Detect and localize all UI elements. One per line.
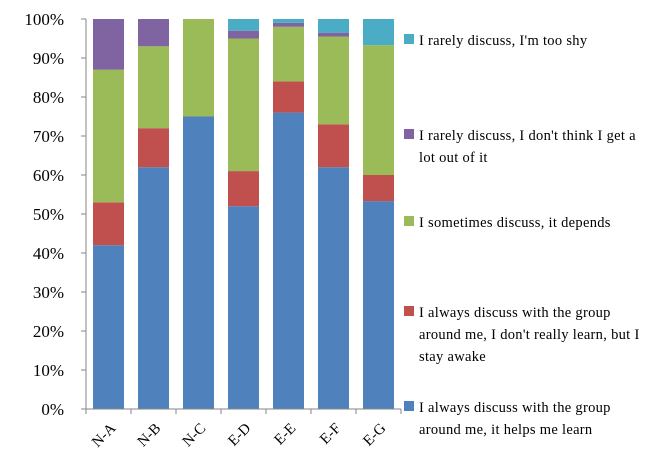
x-tick-label: N-B <box>135 421 165 451</box>
bar-segment <box>183 19 214 117</box>
bar-segment <box>273 26 304 82</box>
y-tick-label: 50% <box>33 205 64 224</box>
y-axis: 0% 10% 20% 30% 40% 50% 60% 70% 80% 90% 100% <box>24 10 87 419</box>
x-tick-label: N-A <box>89 420 119 450</box>
bar-segment <box>318 32 349 37</box>
bar-segment <box>318 124 349 168</box>
legend-label: I rarely discuss, I don't think I get a … <box>419 128 636 166</box>
bar-segment <box>273 22 304 27</box>
bar-segment <box>93 245 124 409</box>
legend-swatch <box>404 216 414 226</box>
y-tick-label: 10% <box>33 361 64 380</box>
legend-swatch <box>404 129 414 139</box>
x-axis: N-A N-B N-C E-D E-E E-F E-G <box>85 408 402 451</box>
bar-segment <box>93 69 124 203</box>
y-tick-label: 30% <box>33 283 64 302</box>
y-tick-label: 40% <box>33 244 64 263</box>
legend-swatch <box>404 401 414 411</box>
y-tick-label: 90% <box>33 49 64 68</box>
x-tick-label: E-F <box>317 421 344 448</box>
bar-segment <box>318 167 349 409</box>
y-tick-label: 60% <box>33 166 64 185</box>
bar-segment <box>93 19 124 70</box>
bar-segment <box>138 128 169 168</box>
legend-swatch <box>404 306 414 316</box>
bar-segment <box>363 19 394 46</box>
bar-segment <box>228 38 259 172</box>
legend-label: I always discuss with the group around m… <box>419 400 611 438</box>
bar-segment <box>93 202 124 246</box>
legend-label: I always discuss with the group around m… <box>419 305 640 365</box>
bar-segment <box>318 36 349 125</box>
bar-segment <box>273 112 304 409</box>
bar-segment <box>228 171 259 207</box>
legend-swatch <box>404 34 414 44</box>
x-tick-label: E-E <box>272 421 300 449</box>
bar-segment <box>318 19 349 33</box>
bar-segment <box>228 30 259 39</box>
x-tick-label: E-G <box>360 420 389 449</box>
x-tick-label: E-D <box>225 420 254 449</box>
bar-segment <box>363 201 394 409</box>
legend: I rarely discuss, I'm too shy I rarely d… <box>404 0 647 460</box>
bar-segment <box>183 116 214 409</box>
y-tick-label: 80% <box>33 88 64 107</box>
x-tick-label: N-C <box>180 421 210 451</box>
bar-segment <box>138 167 169 409</box>
bars <box>93 19 394 409</box>
bar-segment <box>138 46 169 129</box>
legend-label: I rarely discuss, I'm too shy <box>419 33 588 49</box>
y-tick-label: 20% <box>33 322 64 341</box>
y-tick-label: 70% <box>33 127 64 146</box>
bar-segment <box>228 19 259 31</box>
bar-segment <box>363 175 394 202</box>
legend-label: I sometimes discuss, it depends <box>419 215 611 231</box>
bar-segment <box>273 19 304 23</box>
bar-segment <box>138 19 169 47</box>
bar-segment <box>363 45 394 175</box>
bar-segment <box>273 81 304 113</box>
y-tick-label: 100% <box>24 10 64 29</box>
y-tick-label: 0% <box>41 400 64 419</box>
bar-segment <box>228 206 259 409</box>
